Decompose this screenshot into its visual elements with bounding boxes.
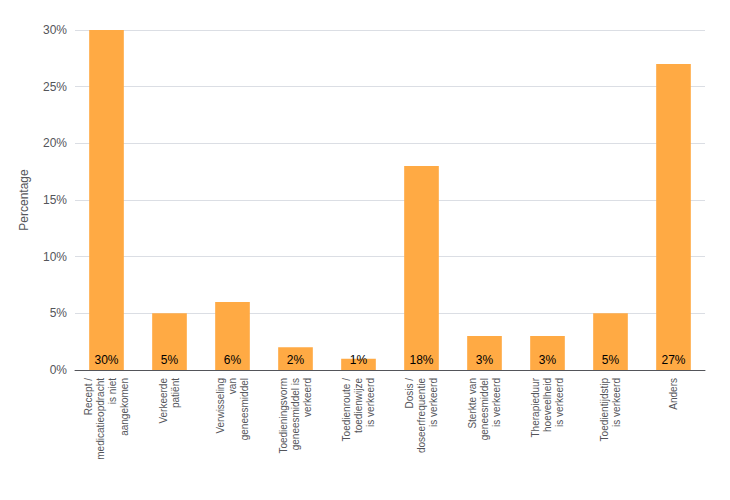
svg-text:1%: 1% (350, 353, 368, 367)
svg-text:6%: 6% (224, 353, 242, 367)
svg-text:30%: 30% (43, 23, 67, 37)
svg-text:medicatieopdracht: medicatieopdracht (95, 378, 106, 460)
svg-text:30%: 30% (94, 353, 118, 367)
svg-text:is verkeerd: is verkeerd (365, 378, 376, 427)
svg-text:20%: 20% (43, 136, 67, 150)
svg-text:Toedienroute /: Toedienroute / (341, 378, 352, 442)
svg-text:2%: 2% (287, 353, 305, 367)
svg-text:is verkeerd: is verkeerd (554, 378, 565, 427)
svg-text:Toedieningsvorm: Toedieningsvorm (278, 378, 289, 454)
svg-text:aangekomen: aangekomen (119, 378, 130, 436)
svg-text:5%: 5% (602, 353, 620, 367)
svg-text:Dosis /: Dosis / (404, 378, 415, 409)
svg-text:geneesmiddel: geneesmiddel (479, 378, 490, 440)
svg-text:patiënt: patiënt (170, 378, 181, 408)
svg-text:18%: 18% (409, 353, 433, 367)
svg-text:Anders: Anders (668, 378, 679, 410)
svg-text:10%: 10% (43, 250, 67, 264)
svg-text:Toedientijdstip: Toedientijdstip (599, 378, 610, 442)
svg-text:15%: 15% (43, 193, 67, 207)
svg-text:toedienwijze: toedienwijze (353, 378, 364, 433)
svg-text:geneesmiddel is: geneesmiddel is (290, 378, 301, 450)
svg-text:Verwisseling: Verwisseling (215, 378, 226, 434)
svg-text:27%: 27% (661, 353, 685, 367)
svg-text:Sterkte van: Sterkte van (467, 378, 478, 429)
svg-text:geneesmiddel: geneesmiddel (239, 378, 250, 440)
svg-text:hoeveelheid: hoeveelheid (542, 378, 553, 432)
svg-text:van: van (227, 378, 238, 394)
svg-text:Verkeerde: Verkeerde (158, 378, 169, 424)
svg-text:0%: 0% (50, 363, 68, 377)
svg-text:is verkeerd: is verkeerd (611, 378, 622, 427)
svg-text:5%: 5% (161, 353, 179, 367)
svg-text:3%: 3% (539, 353, 557, 367)
svg-text:Percentage: Percentage (17, 169, 31, 231)
svg-text:is niet: is niet (107, 378, 118, 404)
svg-text:doseerfrequentie: doseerfrequentie (416, 378, 427, 453)
svg-text:5%: 5% (50, 306, 68, 320)
svg-text:is verkeerd: is verkeerd (428, 378, 439, 427)
svg-text:Therapieduur: Therapieduur (530, 377, 541, 437)
svg-text:Recept /: Recept / (83, 378, 94, 415)
svg-text:3%: 3% (476, 353, 494, 367)
svg-text:verkeerd: verkeerd (302, 378, 313, 417)
svg-text:is verkeerd: is verkeerd (491, 378, 502, 427)
svg-text:25%: 25% (43, 80, 67, 94)
